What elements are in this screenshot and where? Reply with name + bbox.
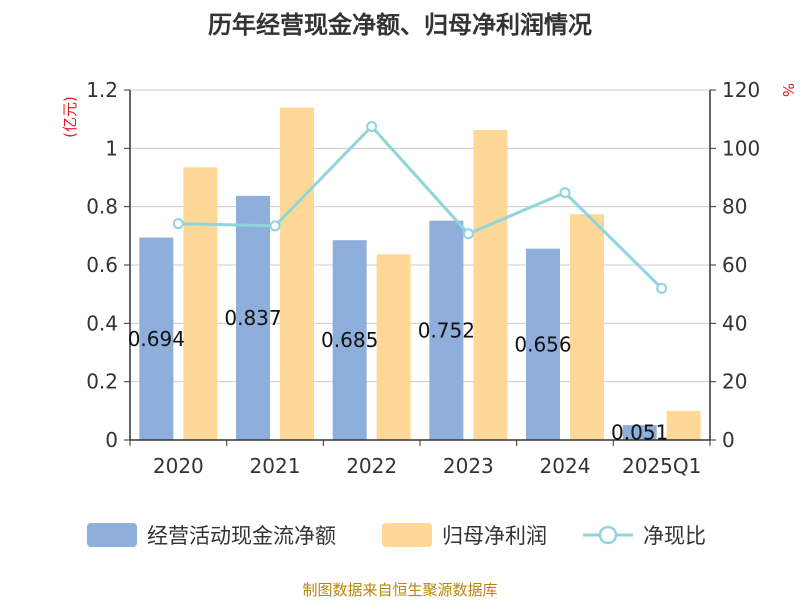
right-tick-label: 60	[722, 253, 747, 277]
cashflow-bar	[622, 425, 657, 440]
cashflow-bar	[526, 248, 560, 440]
net-profit-bar	[280, 107, 314, 440]
left-tick-label: 1.2	[86, 78, 118, 102]
bar-value-label: 0.656	[514, 332, 571, 356]
right-tick-label: 0	[722, 428, 735, 452]
left-tick-label: 0.2	[86, 370, 118, 394]
legend-item: 经营活动现金流净额	[87, 523, 336, 548]
bar-value-label: 0.685	[321, 328, 378, 352]
net-cash-ratio-line	[178, 124, 663, 290]
left-tick-label: 0	[105, 428, 118, 452]
legend-label: 归母净利润	[442, 524, 547, 548]
cashflow-bar	[429, 220, 464, 440]
x-tick-label: 2024	[540, 454, 591, 478]
legend-label: 经营活动现金流净额	[147, 524, 336, 548]
chart-title: 历年经营现金净额、归母净利润情况	[208, 11, 592, 39]
axes: 0 0.2 0.4 0.6 0.8 1 1.2 0 20 40 60 80 100 120 2020 2021…	[86, 78, 760, 478]
legend: 经营活动现金流净额 归母净利润 净现比	[87, 523, 706, 548]
cashflow-bar	[332, 240, 367, 440]
net-profit-bar	[376, 254, 411, 440]
legend-item: 归母净利润	[382, 523, 547, 548]
cashflow-bar	[139, 237, 174, 440]
net-cash-ratio-point	[656, 282, 668, 294]
cashflow-bar	[236, 195, 270, 440]
legend-item: 净现比	[583, 524, 706, 548]
net-profit-bar	[666, 410, 701, 440]
net-cash-ratio-point	[269, 220, 281, 232]
bar-value-label: 0.051	[611, 421, 668, 445]
net-cash-ratio-point	[462, 228, 474, 240]
bar-series	[139, 107, 701, 441]
legend-label: 净现比	[643, 524, 706, 548]
bar-value-label: 0.752	[418, 318, 475, 342]
source-note: 制图数据来自恒生聚源数据库	[302, 581, 497, 599]
net-cash-ratio-point	[366, 120, 378, 132]
x-tick-label: 2025Q1	[622, 454, 701, 478]
left-tick-label: 0.4	[86, 311, 118, 335]
line-series	[172, 120, 668, 294]
x-tick-label: 2021	[250, 454, 301, 478]
right-tick-label: 120	[722, 78, 760, 102]
legend-marker	[598, 525, 618, 545]
x-tick-label: 2023	[443, 454, 494, 478]
x-tick-label: 2020	[153, 454, 204, 478]
grid-lines	[130, 89, 710, 383]
legend-swatch	[87, 523, 137, 547]
left-tick-label: 1	[105, 136, 118, 160]
right-axis-unit: %	[779, 83, 797, 97]
right-tick-label: 100	[722, 136, 760, 160]
right-tick-label: 80	[722, 195, 747, 219]
bar-value-label: 0.694	[128, 327, 185, 351]
right-tick-label: 40	[722, 311, 747, 335]
net-profit-bar	[183, 167, 218, 440]
bar-value-label: 0.837	[224, 306, 281, 330]
left-tick-label: 0.6	[86, 253, 118, 277]
left-axis-unit: (亿元)	[61, 96, 79, 138]
net-cash-ratio-point	[172, 218, 184, 230]
net-profit-bar	[570, 214, 604, 440]
left-tick-label: 0.8	[86, 195, 118, 219]
legend-swatch	[382, 523, 432, 547]
right-tick-label: 20	[722, 370, 747, 394]
data-labels: 0.694 0.837 0.685 0.752 0.656 0.051	[128, 306, 669, 445]
net-cash-ratio-point	[559, 187, 571, 199]
x-tick-label: 2022	[346, 454, 397, 478]
net-profit-bar	[473, 129, 508, 441]
